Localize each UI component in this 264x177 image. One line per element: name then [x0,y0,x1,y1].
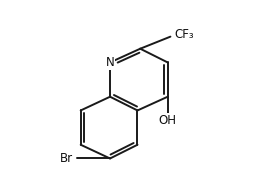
Text: CF₃: CF₃ [175,28,194,41]
Text: N: N [106,56,114,69]
Text: OH: OH [159,114,177,127]
Text: Br: Br [60,152,73,165]
